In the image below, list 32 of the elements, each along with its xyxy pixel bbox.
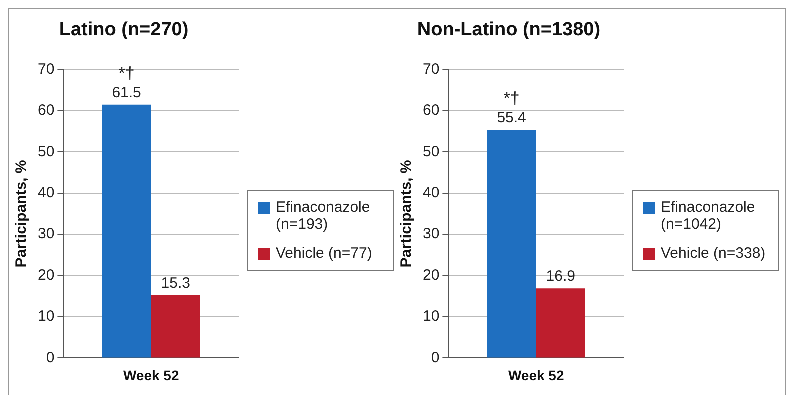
y-tick-label: 20 bbox=[38, 266, 55, 284]
y-tick-label: 0 bbox=[431, 349, 440, 366]
y-axis-title: Participants, % bbox=[13, 160, 30, 268]
chart-title: Latino (n=270) bbox=[59, 20, 189, 41]
y-tick-label: 70 bbox=[422, 60, 440, 78]
y-tick-label: 30 bbox=[422, 226, 440, 243]
y-tick-label: 30 bbox=[38, 226, 55, 243]
legend-label: Efinaconazole (n=193) bbox=[276, 198, 372, 232]
annotation: *† bbox=[504, 89, 520, 108]
y-tick-label: 40 bbox=[38, 184, 55, 202]
y-tick-label: 50 bbox=[38, 143, 55, 160]
y-tick-label: 50 bbox=[422, 143, 440, 160]
y-tick-label: 40 bbox=[422, 184, 440, 202]
y-tick-label: 60 bbox=[422, 102, 440, 120]
legend-label: Efinaconazole (n=1042) bbox=[661, 198, 756, 232]
y-tick-label: 60 bbox=[38, 102, 55, 120]
data-label: 16.9 bbox=[546, 268, 576, 286]
x-tick-label: Week 52 bbox=[508, 367, 564, 384]
data-label: 61.5 bbox=[112, 84, 142, 102]
legend-label: Vehicle (n=77) bbox=[276, 244, 372, 262]
data-label: 15.3 bbox=[161, 274, 190, 292]
y-tick-label: 70 bbox=[38, 60, 55, 78]
y-axis-title: Participants, % bbox=[398, 160, 416, 268]
chart-title: Non-Latino (n=1380) bbox=[417, 20, 601, 41]
data-label: 55.4 bbox=[497, 110, 526, 127]
x-tick-label: Week 52 bbox=[123, 367, 180, 384]
y-tick-label: 10 bbox=[38, 308, 55, 326]
y-tick-label: 20 bbox=[422, 266, 440, 284]
y-tick-label: 0 bbox=[46, 349, 55, 366]
legend-label: Vehicle (n=338) bbox=[661, 244, 766, 262]
annotation: *† bbox=[118, 64, 135, 84]
y-tick-label: 10 bbox=[422, 308, 440, 326]
